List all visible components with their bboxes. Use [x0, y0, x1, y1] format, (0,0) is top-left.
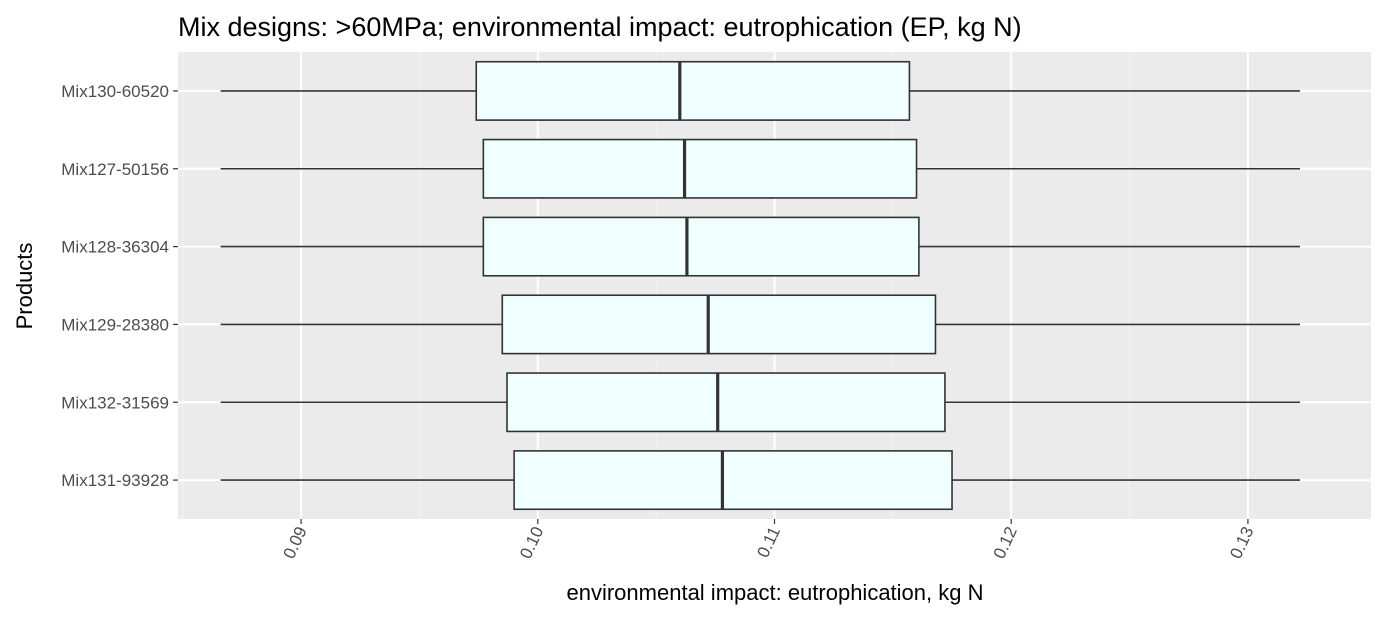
- y-tick-label: Mix128-36304: [61, 238, 169, 257]
- x-tick-label: 0.10: [516, 524, 547, 562]
- x-tick-label: 0.13: [1226, 524, 1257, 562]
- box-Mix131-93928: [220, 450, 1300, 511]
- box-Mix128-36304: [220, 216, 1300, 277]
- iqr-box: [513, 450, 953, 511]
- iqr-box: [475, 60, 911, 121]
- y-axis-title: Products: [12, 243, 37, 330]
- iqr-box: [482, 216, 920, 277]
- box-Mix129-28380: [220, 294, 1300, 355]
- iqr-box: [482, 138, 918, 199]
- x-tick-label: 0.09: [280, 524, 311, 562]
- y-tick-label: Mix130-60520: [61, 82, 169, 101]
- chart-title: Mix designs: >60MPa; environmental impac…: [178, 12, 1022, 42]
- x-tick-label: 0.11: [753, 524, 784, 561]
- x-axis-title: environmental impact: eutrophication, kg…: [567, 580, 984, 605]
- box-Mix127-50156: [220, 138, 1300, 199]
- x-tick-label: 0.12: [990, 524, 1021, 562]
- iqr-box: [501, 294, 937, 355]
- box-Mix132-31569: [220, 372, 1300, 433]
- box-Mix130-60520: [220, 60, 1300, 121]
- y-tick-label: Mix132-31569: [61, 393, 169, 412]
- boxes: [220, 60, 1300, 511]
- iqr-box: [506, 372, 946, 433]
- y-tick-label: Mix127-50156: [61, 160, 169, 179]
- y-tick-label: Mix131-93928: [61, 471, 169, 490]
- y-tick-label: Mix129-28380: [61, 315, 169, 334]
